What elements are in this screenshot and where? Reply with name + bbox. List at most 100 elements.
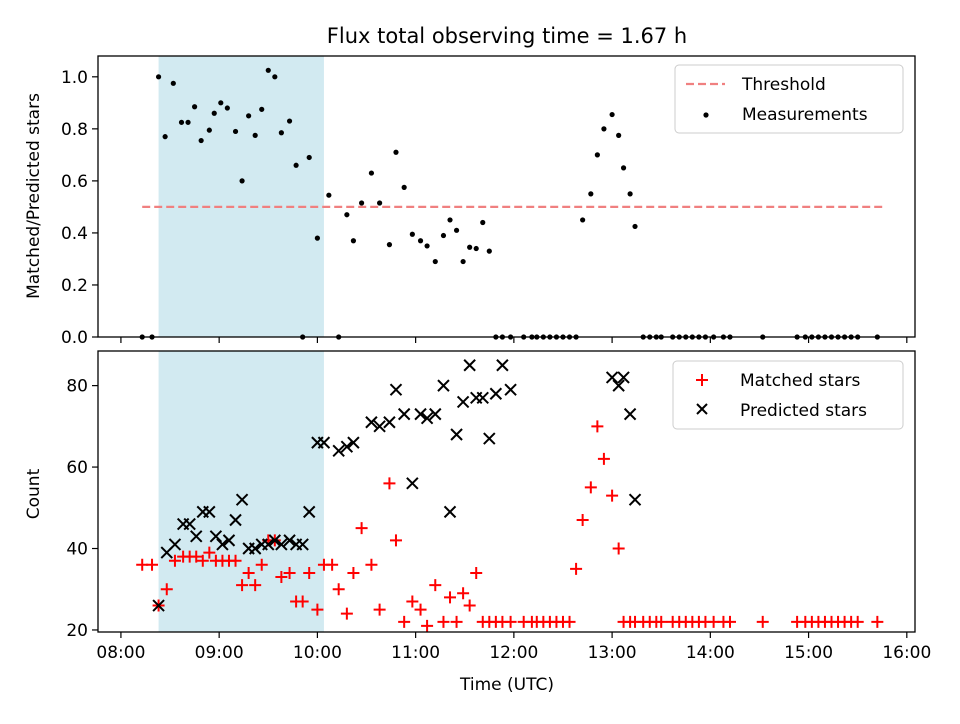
bottom-plus-point	[591, 420, 604, 433]
bottom-x-point	[504, 383, 517, 396]
top-point	[265, 67, 271, 73]
bottom-plus-point	[584, 481, 597, 494]
bottom-x-point	[283, 534, 296, 547]
bottom-x-point	[389, 383, 403, 396]
bottom-x-point	[203, 505, 216, 519]
bottom-plus-point	[437, 615, 450, 628]
bottom-legend: Matched stars Predicted stars	[672, 360, 904, 430]
top-point	[198, 137, 204, 144]
top-y-tick-label: 0.6	[61, 172, 88, 192]
bottom-plus-point	[414, 603, 427, 616]
top-point	[401, 184, 407, 190]
top-frame	[97, 55, 916, 338]
bottom-panel: 20 40 60 80 08:00 09:00 10:00 11:00 12:00 13:00 14…	[66, 350, 931, 663]
top-point	[232, 128, 239, 135]
measurements-legend-marker	[703, 112, 709, 118]
top-point	[616, 132, 622, 138]
bottom-x-point	[168, 538, 182, 551]
top-point	[417, 238, 424, 244]
bottom-plus-point	[196, 554, 209, 567]
top-point	[632, 223, 638, 230]
top-point	[191, 104, 198, 110]
bottom-plus-point	[851, 615, 864, 628]
bottom-x-tick-label: 16:00	[882, 643, 931, 663]
bottom-plus-point	[421, 619, 434, 632]
bottom-x-point	[152, 599, 165, 612]
top-point	[162, 134, 168, 140]
bottom-x-point	[216, 538, 229, 551]
bottom-x-tick-label: 14:00	[686, 643, 735, 663]
bottom-plus-point	[504, 615, 517, 628]
bottom-plus-point	[429, 579, 442, 592]
bottom-y-tick-label: 20	[66, 621, 88, 641]
top-y-tick-label: 0.8	[61, 120, 88, 140]
top-point	[293, 162, 299, 168]
bottom-plus-point	[723, 615, 736, 628]
bottom-plus-point	[563, 615, 576, 628]
bottom-plus-point	[303, 566, 316, 579]
top-point	[155, 74, 162, 80]
bottom-x-point	[443, 505, 457, 519]
bottom-x-point	[617, 371, 630, 384]
bottom-legend-frame	[672, 360, 904, 430]
bottom-plus-point	[332, 583, 345, 596]
bottom-plus-point	[311, 603, 324, 616]
bottom-x-point	[347, 436, 360, 449]
bottom-x-point	[209, 530, 223, 543]
bottom-x-point	[414, 407, 427, 421]
top-y-tick-label: 0.2	[61, 276, 88, 296]
bottom-x-point	[628, 493, 642, 506]
bottom-plus-point	[444, 591, 457, 604]
bottom-plus-point	[612, 542, 625, 555]
bottom-y-tick-label: 80	[66, 377, 88, 397]
top-y-tick-label: 0.0	[61, 328, 88, 348]
bottom-y-axis-label: Count	[24, 468, 44, 519]
bottom-plus-point	[340, 607, 353, 620]
bottom-x-point	[340, 440, 354, 453]
bottom-x-point	[496, 359, 509, 372]
bottom-x-point	[373, 420, 386, 433]
bottom-plus-point	[406, 595, 419, 608]
bottom-plus-point	[470, 566, 483, 579]
predicted-legend-label: Predicted stars	[740, 401, 867, 421]
bottom-series-0	[136, 420, 884, 632]
top-point	[473, 245, 479, 252]
top-point	[609, 111, 615, 118]
chart-title: Flux total observing time = 1.67 h	[327, 24, 687, 48]
top-legend: Threshold Measurements	[674, 64, 904, 134]
bottom-x-tick-label: 13:00	[588, 643, 637, 663]
bottom-plus-point	[255, 558, 268, 571]
bottom-frame	[97, 350, 916, 633]
bottom-x-point	[397, 407, 411, 421]
top-point	[286, 118, 293, 124]
bottom-x-tick-label: 08:00	[96, 643, 145, 663]
bottom-plus-point	[190, 550, 203, 563]
top-point	[460, 258, 466, 265]
bottom-plus-point	[203, 546, 216, 559]
bottom-plus-point	[398, 615, 411, 628]
top-point	[350, 238, 357, 244]
top-series-0	[139, 67, 880, 340]
bottom-series-1	[152, 359, 642, 612]
top-point	[594, 152, 600, 158]
bottom-plus-point	[756, 615, 769, 628]
bottom-plus-point	[347, 566, 360, 579]
bottom-plus-point	[160, 583, 173, 596]
top-point	[588, 191, 594, 197]
top-point	[239, 178, 245, 184]
bottom-x-point	[275, 538, 288, 551]
bottom-y-tick-label: 60	[66, 458, 88, 478]
bottom-plus-point	[570, 562, 583, 575]
top-point	[424, 243, 430, 249]
bottom-x-point	[332, 444, 345, 457]
bottom-plus-point	[373, 603, 386, 616]
bottom-x-point	[262, 538, 275, 551]
top-point	[178, 119, 185, 125]
bottom-x-point	[222, 534, 236, 547]
bottom-plus-point	[597, 452, 610, 465]
top-point	[368, 170, 375, 176]
bottom-plus-point	[365, 558, 378, 571]
top-point	[486, 248, 492, 254]
bottom-x-point	[303, 505, 316, 519]
